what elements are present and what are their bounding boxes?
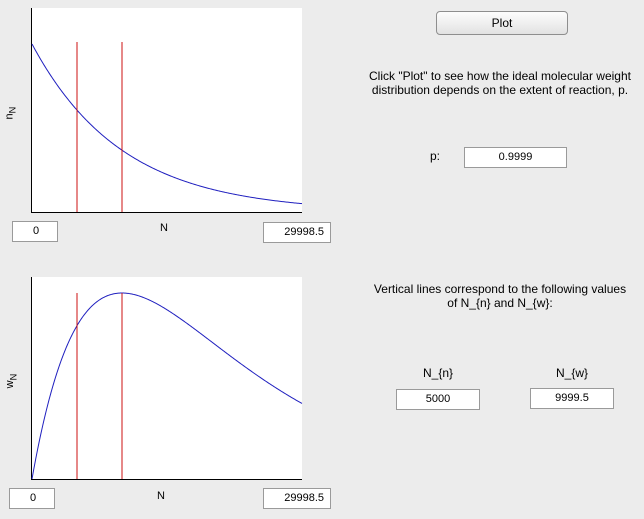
- instructions-line-1: Click "Plot" to see how the ideal molecu…: [369, 69, 631, 83]
- top-x-max-field[interactable]: 29998.5: [263, 222, 331, 243]
- vertical-lines-text: Vertical lines correspond to the followi…: [350, 282, 644, 310]
- number-distribution-plot: [31, 8, 303, 213]
- instructions-line-2: distribution depends on the extent of re…: [371, 83, 629, 97]
- vertical-lines-line-1: Vertical lines correspond to the followi…: [373, 282, 627, 296]
- nw-field: 9999.5: [530, 388, 614, 409]
- bottom-x-max-field[interactable]: 29998.5: [263, 488, 331, 509]
- instructions-text: Click "Plot" to see how the ideal molecu…: [350, 69, 644, 97]
- nn-label: N_{n}: [422, 366, 454, 380]
- weight-distribution-plot: [31, 277, 303, 480]
- nn-field: 5000: [396, 389, 480, 410]
- top-x-min-field[interactable]: 0: [12, 221, 58, 242]
- bottom-x-axis-label: N: [157, 490, 165, 502]
- plot-button[interactable]: Plot: [436, 11, 568, 35]
- nw-label: N_{w}: [555, 366, 589, 380]
- bottom-y-axis-label: wN: [4, 373, 19, 389]
- weight-distribution-chart: [31, 292, 303, 480]
- p-input[interactable]: 0.9999: [464, 147, 567, 168]
- number-distribution-chart: [31, 42, 303, 212]
- distribution-curve: [31, 43, 303, 205]
- vertical-lines-line-2: of N_{n} and N_{w}:: [447, 296, 553, 310]
- distribution-curve: [31, 292, 303, 480]
- top-y-axis-label: nN: [3, 106, 18, 120]
- top-x-axis-label: N: [160, 222, 168, 234]
- bottom-x-min-field[interactable]: 0: [9, 488, 55, 509]
- p-label: p:: [429, 149, 440, 163]
